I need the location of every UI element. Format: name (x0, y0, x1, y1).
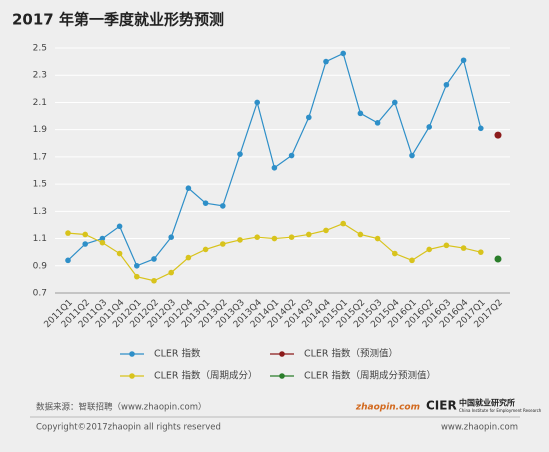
point (116, 223, 123, 230)
point (99, 235, 106, 242)
point (426, 124, 433, 130)
legend-marker (279, 351, 285, 357)
point (237, 237, 243, 243)
y-tick-label: 1.1 (33, 234, 47, 244)
point (185, 254, 192, 261)
point (460, 57, 467, 64)
point (460, 245, 467, 251)
point (168, 269, 174, 276)
legend-label: CLER 指数 (154, 348, 201, 360)
point (443, 81, 450, 88)
point (357, 231, 364, 238)
legend-marker (129, 373, 135, 379)
point (374, 120, 381, 126)
point (306, 114, 312, 121)
point (409, 152, 415, 159)
point (374, 235, 381, 242)
point (494, 255, 502, 263)
y-tick-label: 1.5 (33, 180, 47, 190)
source: 数据来源：智联招聘（www.zhaopin.com） (36, 402, 207, 413)
point (443, 242, 450, 249)
point (288, 152, 295, 159)
series-line (67, 52, 482, 267)
point (134, 262, 140, 269)
point (323, 227, 329, 234)
website: www.zhaopin.com (441, 423, 518, 433)
point (254, 99, 260, 106)
point (220, 203, 226, 209)
y-tick-label: 1.7 (33, 152, 47, 162)
point (494, 131, 502, 139)
point (357, 110, 364, 117)
point (340, 220, 347, 227)
y-tick-label: 2.1 (33, 98, 47, 108)
point (426, 246, 433, 253)
point (99, 239, 106, 246)
point (202, 246, 209, 253)
point (134, 273, 140, 280)
point (478, 125, 484, 132)
y-tick-label: 1.9 (33, 125, 48, 135)
legend-label: CLER 指数（周期成分） (154, 370, 258, 382)
point (82, 241, 88, 247)
point (82, 231, 88, 238)
logo-cier-en: China Institute for Employment Research (459, 408, 542, 413)
point (237, 151, 243, 157)
logo-cier-cn: 中国就业研究所 (459, 398, 515, 408)
legend-marker (129, 351, 135, 357)
logo-cier: CIER (426, 399, 457, 413)
point (116, 250, 123, 257)
y-tick-label: 0.7 (33, 289, 47, 299)
point (340, 50, 347, 57)
point (254, 234, 260, 240)
y-tick-label: 1.3 (33, 207, 47, 217)
copyright: Copyright©2017zhaopin all rights reserve… (36, 423, 221, 433)
y-tick-label: 2.5 (33, 44, 47, 54)
logo-zhaopin: zhaopin.com (355, 403, 420, 413)
point (151, 256, 157, 262)
point (306, 231, 312, 238)
legend-label: CLER 指数（预测值） (304, 348, 398, 360)
point (409, 257, 415, 264)
legend-marker (279, 373, 285, 379)
point (392, 99, 398, 106)
point (478, 249, 484, 255)
point (202, 200, 209, 206)
legend-label: CLER 指数（周期成分预测值） (304, 370, 436, 382)
y-tick-label: 2.3 (33, 71, 47, 81)
point (392, 250, 398, 257)
series-line (67, 222, 481, 282)
point (288, 234, 295, 240)
point (271, 164, 278, 171)
y-tick-label: 0.9 (33, 261, 48, 271)
point (271, 235, 278, 242)
point (65, 257, 71, 264)
point (168, 234, 174, 240)
point (151, 277, 157, 284)
point (323, 58, 329, 65)
point (220, 241, 226, 247)
point (65, 230, 71, 236)
point (185, 185, 192, 191)
chart-title: 2017 年第一季度就业形势预测 (12, 11, 224, 29)
